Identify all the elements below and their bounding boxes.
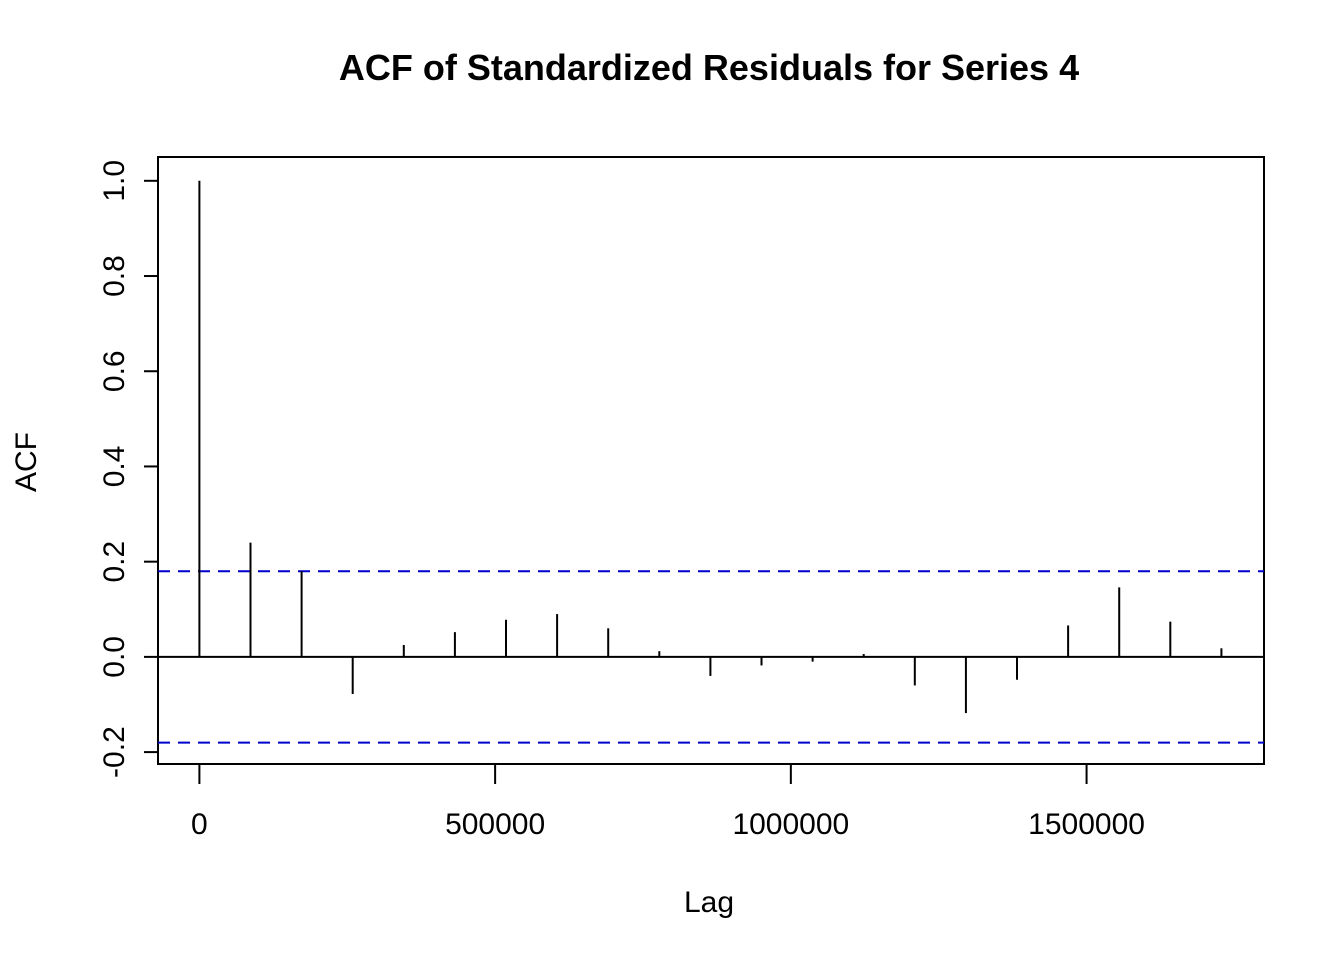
acf-marks — [158, 180, 1264, 744]
y-tick-label: 0.8 — [98, 255, 131, 297]
chart-title: ACF of Standardized Residuals for Series… — [339, 47, 1079, 88]
x-tick-label: 1000000 — [732, 808, 849, 841]
y-tick-label: 0.6 — [98, 350, 131, 392]
y-axis: -0.2 0.0 0.2 0.4 0.6 0.8 1.0 — [98, 160, 159, 778]
y-tick-label: 0.2 — [98, 541, 131, 583]
y-tick-label: 0.0 — [98, 636, 131, 678]
y-tick-label: 0.4 — [98, 446, 131, 488]
x-tick-label: 0 — [191, 808, 208, 841]
x-axis: 0 500000 1000000 1500000 — [191, 763, 1145, 841]
y-axis-label: ACF — [10, 432, 43, 492]
y-tick-label: 1.0 — [98, 160, 131, 202]
y-tick-label: -0.2 — [98, 726, 131, 778]
x-tick-label: 1500000 — [1028, 808, 1145, 841]
x-axis-label: Lag — [684, 886, 734, 919]
x-tick-label: 500000 — [445, 808, 545, 841]
